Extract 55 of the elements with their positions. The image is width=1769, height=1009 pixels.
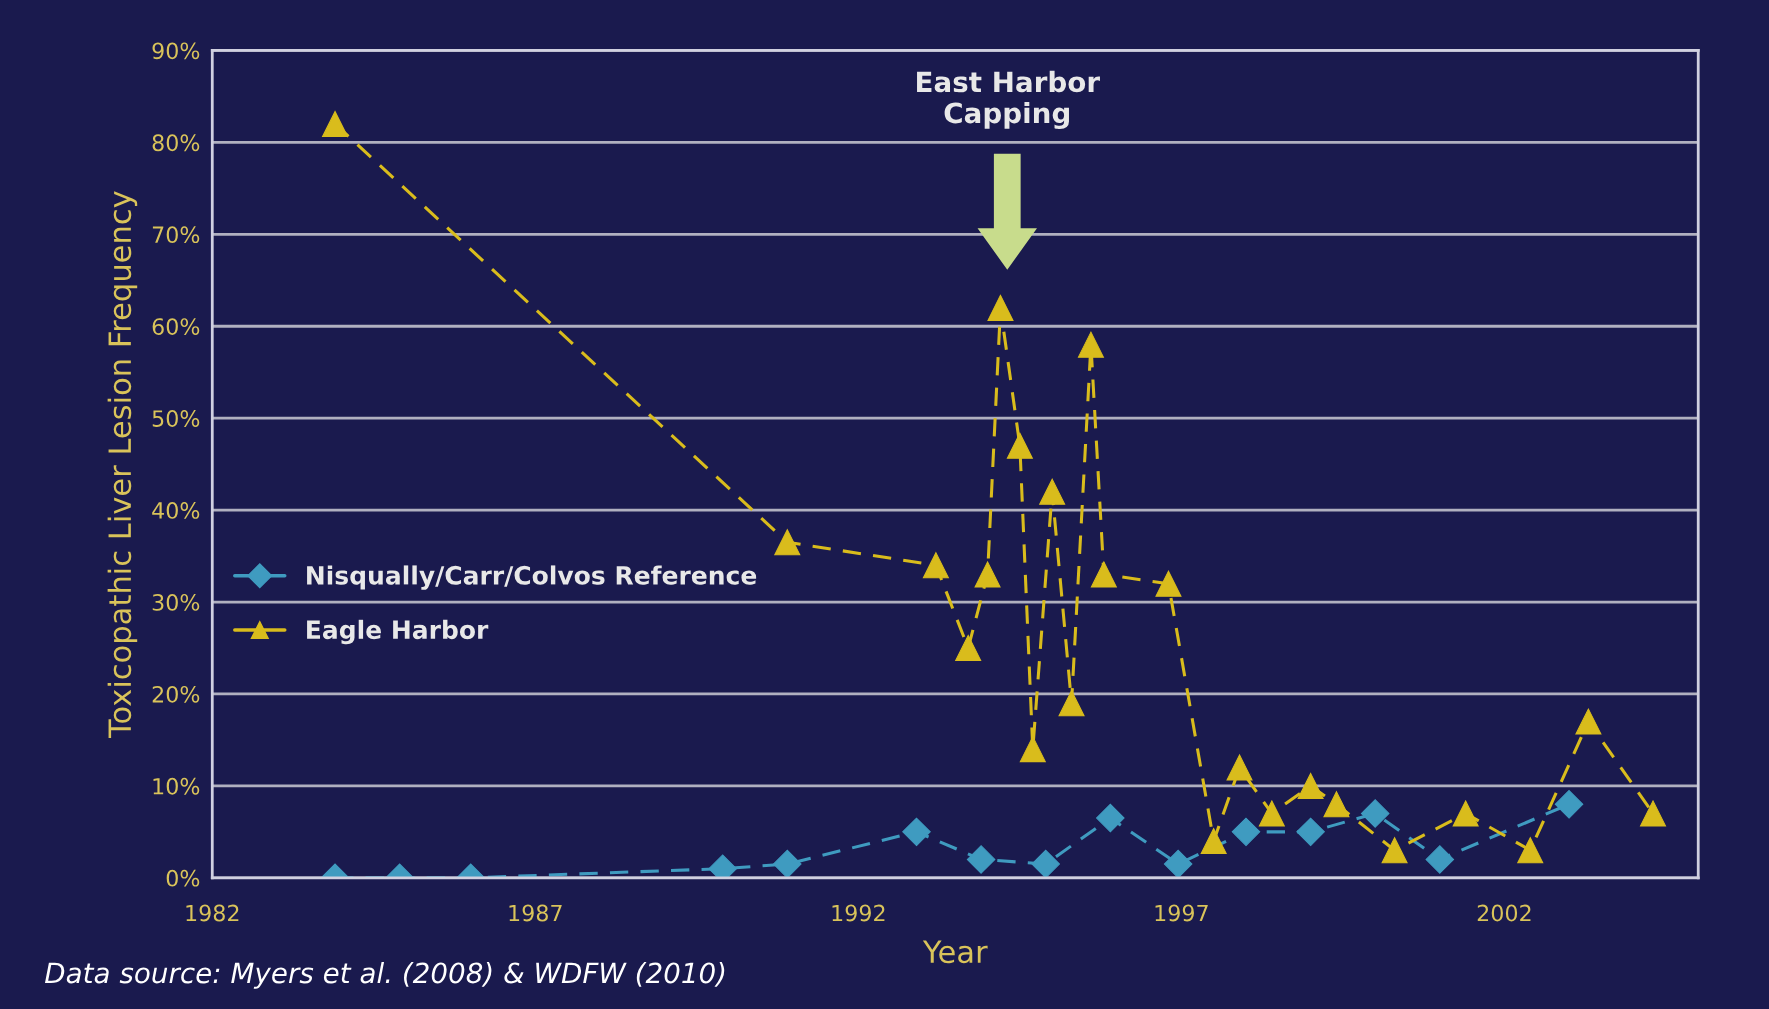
x-tick-label: 1987: [509, 904, 562, 922]
y-tick-label: 10%: [153, 777, 200, 795]
point: [922, 552, 949, 579]
point: [1077, 331, 1104, 358]
point: [1296, 817, 1325, 847]
point: [1226, 754, 1253, 781]
point: [1019, 736, 1046, 763]
point: [1258, 800, 1285, 827]
x-axis-title: Year: [922, 940, 988, 964]
point: [1517, 837, 1544, 864]
point: [1058, 690, 1085, 717]
point: [955, 634, 982, 662]
point: [1096, 803, 1125, 833]
x-tick-label: 1992: [832, 904, 885, 922]
y-tick-label: 60%: [152, 318, 200, 335]
point: [1163, 849, 1193, 878]
point: [1039, 478, 1066, 505]
source-note: Data source: Myers et al. (2008) & WDFW (2010): [44, 961, 725, 989]
point: [1360, 799, 1390, 828]
y-tick-label: 70%: [152, 226, 200, 244]
point: [1575, 708, 1602, 735]
legend-label: Nisqually/Carr/Colvos Reference: [307, 565, 757, 590]
x-tick-label: 1982: [186, 904, 239, 922]
point: [1090, 561, 1117, 588]
y-tick-label: 80%: [152, 134, 200, 152]
point: [966, 845, 996, 874]
y-tick-label: 90%: [152, 42, 200, 60]
y-tick-label: 50%: [152, 410, 200, 427]
y-tick-label: 0%: [166, 869, 200, 887]
x-tick-label: 2002: [1477, 904, 1531, 922]
point: [774, 529, 801, 556]
point: [1323, 791, 1350, 818]
point: [1297, 772, 1324, 799]
point: [1006, 432, 1033, 459]
legend-label: Eagle Harbor: [307, 619, 489, 645]
annotation: East Harbor Capping: [917, 70, 1100, 130]
point: [1155, 570, 1182, 597]
y-axis-title: Toxicopathic Liver Lesion Frequency: [107, 191, 138, 739]
point: [1452, 800, 1479, 827]
x-tick-label: 1997: [1155, 904, 1208, 922]
point: [1031, 849, 1060, 878]
y-tick-label: 40%: [152, 502, 200, 519]
y-tick-label: 20%: [152, 685, 200, 703]
point: [1381, 837, 1408, 864]
point: [902, 817, 931, 847]
point: [1231, 817, 1261, 847]
point: [1639, 800, 1667, 827]
point: [1200, 828, 1227, 855]
point: [987, 294, 1014, 321]
point: [1425, 845, 1455, 874]
point: [322, 110, 349, 138]
point: [1554, 790, 1584, 819]
y-tick-label: 30%: [152, 593, 200, 611]
point: [974, 561, 1001, 588]
point: [773, 849, 802, 878]
